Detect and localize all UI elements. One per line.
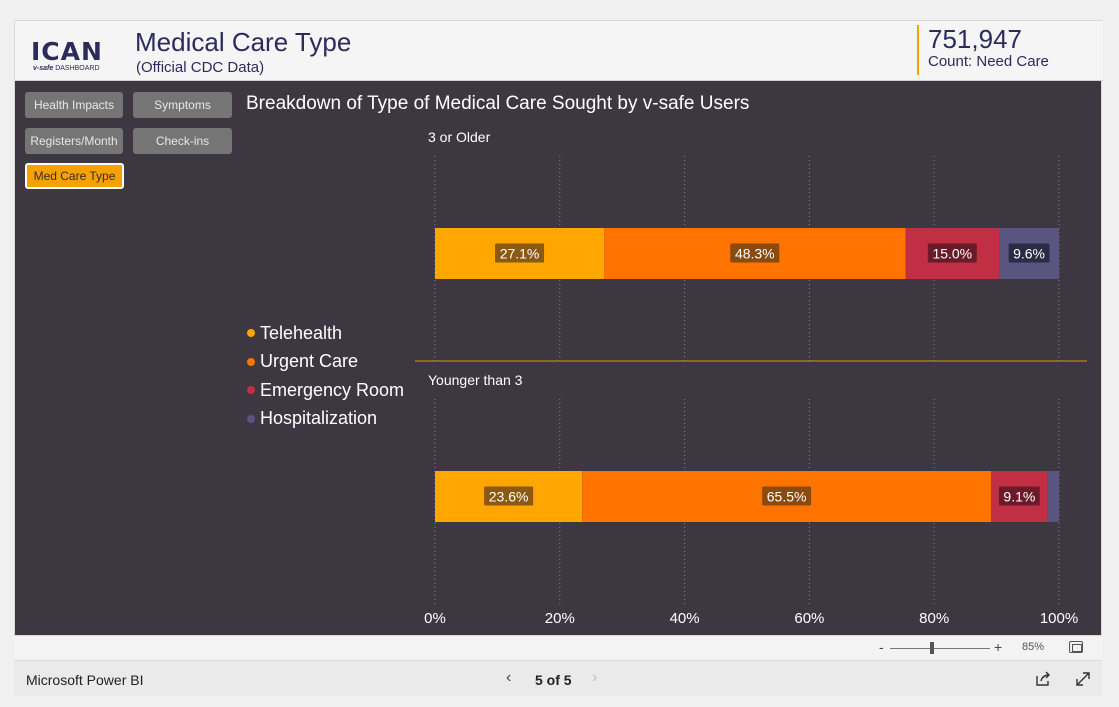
med-care-type-button[interactable]: Med Care Type xyxy=(25,163,124,189)
powerbi-footer: Microsoft Power BI ‹ 5 of 5 › xyxy=(14,660,1102,696)
data-label: 27.1% xyxy=(500,246,540,262)
data-label-bg xyxy=(927,243,977,263)
stacked-bar-chart: 3 or Older 27.1% 48.3% 15.0% 9.6% Younger tha… xyxy=(415,129,1087,627)
data-label: 15.0% xyxy=(932,246,972,262)
bar-segment-hospitalization xyxy=(1047,471,1059,522)
ican-logo: ICAN v-safe DASHBOARD xyxy=(31,39,113,75)
report-header: ICAN v-safe DASHBOARD Medical Care Type … xyxy=(15,21,1103,81)
data-label-bg xyxy=(495,243,545,263)
logo-subtext: v-safe DASHBOARD xyxy=(33,65,100,72)
legend-label: Urgent Care xyxy=(260,351,359,372)
health-impacts-button[interactable]: Health Impacts xyxy=(25,92,123,118)
report-canvas: ICAN v-safe DASHBOARD Medical Care Type … xyxy=(14,20,1103,636)
legend-dot xyxy=(247,386,255,395)
data-label-bg xyxy=(1008,243,1050,263)
x-tick-label: 0% xyxy=(424,610,446,627)
data-label-bg xyxy=(730,243,780,263)
legend-item-hospitalization[interactable]: Hospitalization xyxy=(247,405,404,434)
share-icon[interactable] xyxy=(1034,670,1052,688)
data-label-bg xyxy=(998,486,1040,506)
data-label: 9.1% xyxy=(1003,489,1035,505)
legend-item-emergency-room[interactable]: Emergency Room xyxy=(247,376,404,405)
legend-item-urgent-care[interactable]: Urgent Care xyxy=(247,348,404,377)
kpi-value: 751,947 xyxy=(928,24,1022,54)
x-tick-label: 60% xyxy=(794,610,824,627)
legend-item-telehealth[interactable]: Telehealth xyxy=(247,319,404,348)
zoom-slider-thumb[interactable] xyxy=(930,642,934,654)
legend-label: Emergency Room xyxy=(260,379,405,400)
panel-title: 3 or Older xyxy=(428,129,491,145)
panel-title: Younger than 3 xyxy=(428,372,523,388)
page-indicator: 5 of 5 xyxy=(535,672,572,688)
x-tick-label: 40% xyxy=(670,610,700,627)
zoom-bar: - + 85% xyxy=(14,637,1102,659)
x-tick-label: 80% xyxy=(919,610,949,627)
powerbi-brand[interactable]: Microsoft Power BI xyxy=(26,672,144,688)
legend-dot xyxy=(247,414,255,423)
zoom-slider-track[interactable] xyxy=(890,648,990,649)
x-tick-label: 100% xyxy=(1040,610,1078,627)
chart-legend: Telehealth Urgent Care Emergency Room Hospi… xyxy=(247,319,404,433)
data-label-bg xyxy=(762,486,812,506)
expand-icon[interactable] xyxy=(1074,670,1092,688)
data-label: 65.5% xyxy=(767,489,807,505)
zoom-out-button[interactable]: - xyxy=(879,639,884,655)
page-title: Medical Care Type xyxy=(135,27,352,57)
checkins-button[interactable]: Check-ins xyxy=(133,128,232,154)
symptoms-button[interactable]: Symptoms xyxy=(133,92,232,118)
data-label: 9.6% xyxy=(1013,246,1045,262)
zoom-in-button[interactable]: + xyxy=(994,639,1003,655)
legend-dot xyxy=(247,329,255,338)
fit-to-page-icon[interactable] xyxy=(1069,641,1083,653)
legend-dot xyxy=(247,357,255,366)
chevron-left-icon[interactable]: ‹ xyxy=(506,669,512,686)
chart-title: Breakdown of Type of Medical Care Sought… xyxy=(246,93,750,114)
logo-text: ICAN xyxy=(31,37,103,66)
legend-label: Telehealth xyxy=(260,322,343,343)
legend-label: Hospitalization xyxy=(260,408,378,429)
kpi-label: Count: Need Care xyxy=(928,53,1049,70)
data-label-bg xyxy=(484,486,534,506)
page-subtitle: (Official CDC Data) xyxy=(136,59,265,76)
kpi-card: 751,947 Count: Need Care xyxy=(917,25,1077,75)
data-label: 23.6% xyxy=(489,489,529,505)
registers-month-button[interactable]: Registers/Month xyxy=(25,128,123,154)
data-label: 48.3% xyxy=(735,246,775,262)
x-tick-label: 20% xyxy=(545,610,575,627)
zoom-percent: 85% xyxy=(1022,641,1045,653)
chevron-right-icon[interactable]: › xyxy=(592,669,598,686)
